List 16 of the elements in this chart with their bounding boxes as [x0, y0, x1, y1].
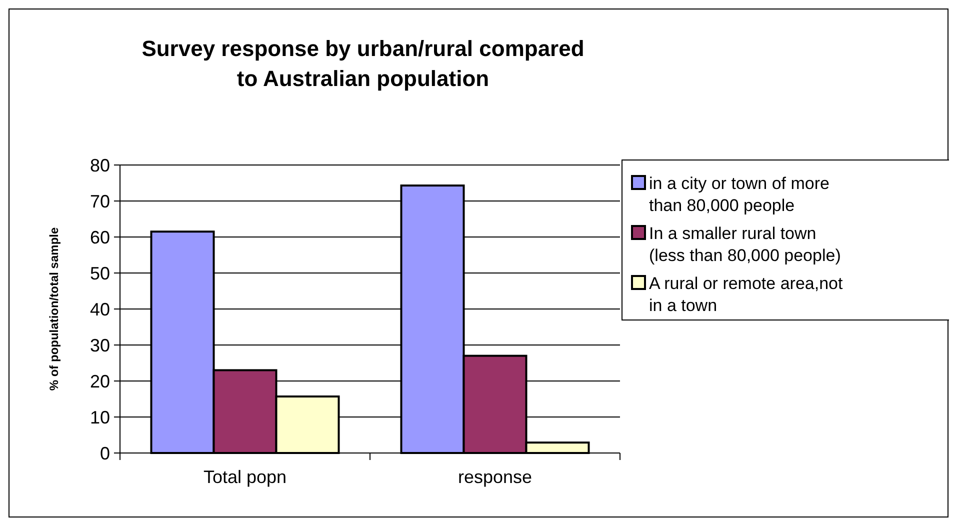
y-tick-label: 0 [100, 443, 110, 464]
y-tick-label: 30 [90, 335, 110, 356]
y-tick-label: 70 [90, 191, 110, 212]
x-tick-label: Total popn [203, 467, 287, 487]
legend-label: A rural or remote area,not in a town [649, 274, 843, 315]
legend-label: in a city or town of more than 80,000 people [649, 174, 830, 215]
legend-label: In a smaller rural town (less than 80,000 people) [649, 224, 841, 265]
y-tick-label: 40 [90, 299, 110, 320]
y-tick-label: 50 [90, 263, 110, 284]
y-tick-label: 80 [90, 155, 110, 176]
y-tick-label: 20 [90, 371, 110, 392]
y-axis-title: % of population/total sample [47, 227, 61, 391]
y-tick-label: 10 [90, 407, 110, 428]
chart-title: Survey response by urban/rural compared to Australian population [142, 36, 584, 91]
x-tick-label: response [458, 467, 532, 487]
y-tick-label: 60 [90, 227, 110, 248]
